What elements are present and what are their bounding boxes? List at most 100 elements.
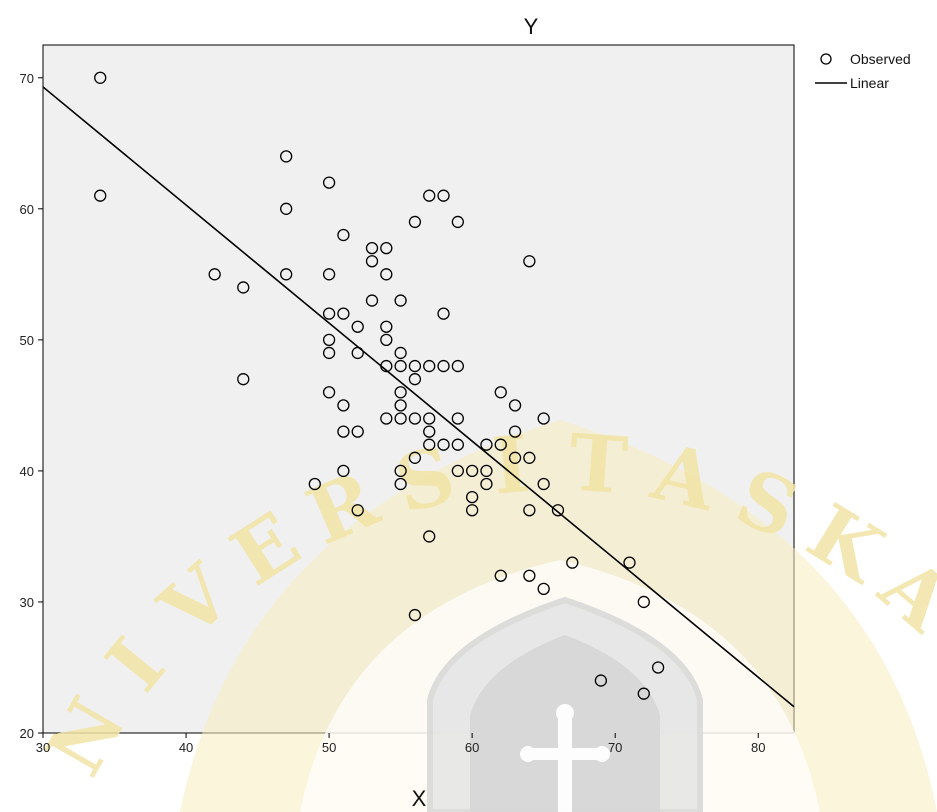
x-axis: 30 40 50 60 70 80 <box>36 733 765 755</box>
observed-point <box>537 477 550 491</box>
observed-point <box>380 359 393 373</box>
observed-point <box>322 386 336 399</box>
observed-point <box>365 255 379 268</box>
observed-point <box>423 438 436 451</box>
observed-point <box>394 346 407 360</box>
cross-icon <box>520 704 610 812</box>
observed-point <box>480 464 493 478</box>
observed-point <box>380 320 393 333</box>
observed-point <box>523 569 536 582</box>
observed-point <box>594 674 608 687</box>
observed-point <box>451 215 464 229</box>
observed-point <box>551 504 565 517</box>
legend-linear-label: Linear <box>850 75 889 91</box>
observed-point <box>94 189 107 202</box>
watermark-seal: NIVERSITASKATOL <box>29 417 937 812</box>
observed-point <box>337 464 350 478</box>
observed-point <box>637 687 650 700</box>
observed-point <box>651 661 665 674</box>
observed-point <box>280 268 293 281</box>
observed-point <box>408 215 422 229</box>
observed-point <box>308 477 321 491</box>
observed-point <box>394 386 407 399</box>
legend-observed-marker <box>820 53 832 65</box>
x-tick-label: 40 <box>179 740 193 755</box>
observed-point <box>237 281 250 294</box>
observed-point <box>322 346 336 360</box>
observed-point <box>351 425 364 438</box>
observed-point <box>623 556 636 569</box>
observed-point <box>508 451 522 464</box>
observed-point <box>451 438 464 451</box>
observed-point <box>365 241 379 255</box>
y-tick-label: 60 <box>20 202 34 217</box>
observed-point <box>537 412 550 425</box>
observed-point <box>237 373 250 386</box>
observed-point <box>465 464 479 478</box>
observed-point <box>322 268 336 281</box>
y-tick-label: 30 <box>20 595 34 610</box>
observed-point <box>337 425 350 438</box>
observed-point <box>480 438 493 451</box>
observed-point <box>380 268 393 281</box>
observed-point <box>322 307 336 320</box>
x-tick-label: 60 <box>465 740 479 755</box>
observed-point <box>480 477 493 491</box>
observed-point <box>337 228 350 242</box>
observed-point <box>537 582 550 595</box>
observed-point <box>523 504 536 517</box>
observed-point <box>423 412 436 425</box>
observed-point <box>437 359 450 373</box>
observed-point <box>351 346 364 360</box>
observed-point <box>380 412 393 425</box>
observed-point <box>566 556 579 569</box>
observed-point <box>508 399 522 412</box>
x-tick-label: 30 <box>36 740 50 755</box>
observed-point <box>394 464 407 478</box>
observed-point <box>508 425 522 438</box>
y-axis: 20 30 40 50 60 70 <box>20 71 43 741</box>
observed-point <box>494 438 507 451</box>
linear-fit-line <box>42 86 795 708</box>
observed-point <box>423 530 436 543</box>
observed-point <box>465 504 479 517</box>
observed-point <box>380 333 393 347</box>
observed-point <box>451 412 464 425</box>
observed-point <box>394 359 407 373</box>
observed-point <box>523 451 536 464</box>
observed-point <box>408 608 422 622</box>
y-tick-label: 70 <box>20 71 34 86</box>
observed-point <box>337 399 350 412</box>
y-tick-label: 20 <box>20 726 34 741</box>
observed-point <box>494 386 507 399</box>
observed-point <box>408 451 422 464</box>
observed-point <box>451 464 464 478</box>
observed-point <box>208 268 221 281</box>
observed-point <box>394 412 407 425</box>
observed-point <box>365 294 379 307</box>
legend-observed-label: Observed <box>850 51 911 67</box>
observed-point <box>380 241 393 255</box>
observed-point <box>280 150 293 163</box>
observed-point <box>451 359 464 373</box>
x-tick-label: 80 <box>751 740 765 755</box>
observed-point <box>637 595 650 609</box>
observed-point <box>351 504 364 517</box>
observed-point <box>423 359 436 373</box>
observed-point <box>322 333 336 347</box>
legend: Observed Linear <box>815 51 911 91</box>
observed-point <box>322 176 336 189</box>
observed-point <box>394 294 407 307</box>
observed-point <box>423 425 436 438</box>
x-tick-label: 50 <box>322 740 336 755</box>
observed-point <box>494 569 507 582</box>
observed-point <box>437 438 450 451</box>
observed-point <box>408 373 422 386</box>
observed-point <box>423 189 436 202</box>
observed-point <box>280 202 293 215</box>
observed-points <box>94 71 665 700</box>
observed-point <box>408 359 422 373</box>
observed-point <box>408 412 422 425</box>
observed-point <box>437 189 450 202</box>
